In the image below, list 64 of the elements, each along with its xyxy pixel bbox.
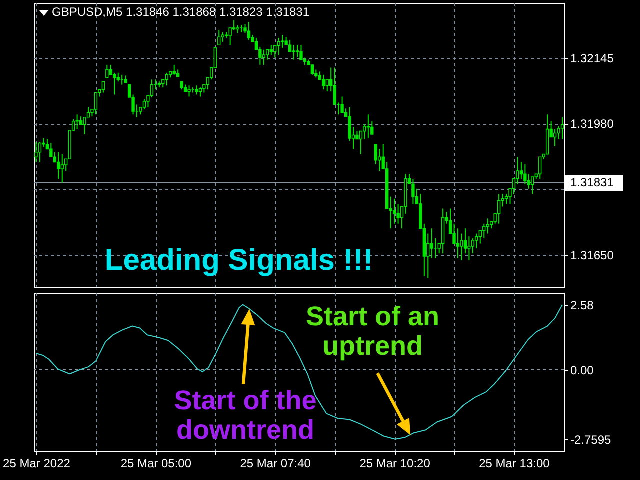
annotation: Start of the downtrend — [174, 385, 317, 446]
candlestick — [288, 39, 292, 52]
candlestick — [188, 85, 191, 98]
ref-line-label: 1.31831 — [570, 176, 614, 190]
x-tick-label: 25 Mar 05:00 — [120, 456, 192, 470]
candlestick — [195, 85, 198, 96]
candlestick — [560, 116, 564, 140]
candlestick — [34, 142, 38, 163]
candlestick — [527, 174, 531, 190]
candlestick — [277, 37, 280, 56]
candlestick — [538, 156, 542, 180]
candlestick — [553, 128, 557, 147]
candlestick — [292, 44, 296, 60]
candlestick — [412, 178, 415, 204]
annotation: Leading Signals !!! — [104, 244, 374, 277]
candlestick — [471, 238, 475, 254]
candlestick — [392, 198, 396, 224]
y-tick-label: -2.7595 — [570, 432, 612, 447]
x-tick-label: 25 Mar 07:40 — [240, 456, 312, 470]
y-tick-label: 1.31650 — [570, 248, 614, 262]
x-tick-label: 25 Mar 2022 — [3, 456, 71, 470]
candlestick — [60, 154, 64, 184]
x-tick-label: 25 Mar 10:20 — [360, 456, 431, 470]
candlestick — [102, 81, 106, 94]
candlestick — [247, 22, 251, 40]
candlestick — [221, 31, 224, 42]
candlestick — [482, 223, 486, 240]
candlestick — [94, 92, 98, 116]
candlestick — [326, 79, 329, 92]
candlestick — [57, 152, 60, 180]
candlestick — [456, 228, 460, 259]
candlestick — [366, 114, 370, 139]
candlestick — [113, 72, 116, 96]
candlestick — [106, 64, 109, 78]
x-tick-label: 25 Mar 13:00 — [479, 456, 550, 470]
candlestick — [322, 74, 326, 90]
candlestick — [340, 96, 344, 114]
candlestick — [76, 114, 79, 130]
candlestick — [310, 64, 314, 76]
candlestick — [150, 79, 154, 98]
candlestick — [38, 142, 42, 163]
candlestick — [262, 49, 266, 66]
candlestick — [486, 218, 490, 234]
candlestick — [430, 228, 434, 259]
annotation: Start of an uptrend — [306, 302, 440, 362]
y-tick-label: 1.31980 — [570, 117, 614, 132]
candlestick — [468, 236, 471, 261]
y-tick-label: 2.58 — [570, 298, 594, 312]
candlestick — [218, 30, 221, 46]
y-tick-label: 1.32145 — [570, 52, 614, 66]
candlestick — [172, 64, 176, 76]
candlestick — [198, 87, 202, 98]
y-tick-label: 0.00 — [570, 363, 594, 378]
chart-title: GBPUSD,M5 1.31846 1.31868 1.31823 1.31831 — [52, 5, 310, 19]
candlestick — [165, 72, 168, 86]
candlestick — [270, 44, 273, 56]
candlestick — [396, 203, 400, 224]
candlestick — [497, 194, 501, 224]
candlestick — [274, 44, 277, 58]
line-series — [36, 304, 564, 440]
candlestick — [524, 164, 527, 185]
candlestick — [142, 99, 146, 110]
candlestick — [296, 44, 300, 58]
candlestick — [531, 176, 534, 195]
